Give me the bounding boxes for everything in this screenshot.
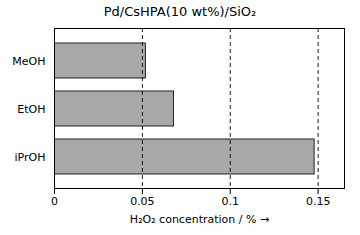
svg-text:0.1: 0.1: [222, 195, 240, 208]
svg-text:0.15: 0.15: [306, 195, 331, 208]
svg-text:EtOH: EtOH: [17, 103, 45, 116]
svg-text:H₂O₂ concentration / % →: H₂O₂ concentration / % →: [130, 213, 269, 226]
svg-text:iPrOH: iPrOH: [15, 151, 46, 164]
svg-text:0: 0: [51, 195, 58, 208]
svg-text:0.05: 0.05: [130, 195, 155, 208]
svg-text:MeOH: MeOH: [12, 55, 45, 68]
html-text:Pd/CsHPA(10 wt%)/SiO₂: Pd/CsHPA(10 wt%)/SiO₂: [103, 4, 257, 19]
